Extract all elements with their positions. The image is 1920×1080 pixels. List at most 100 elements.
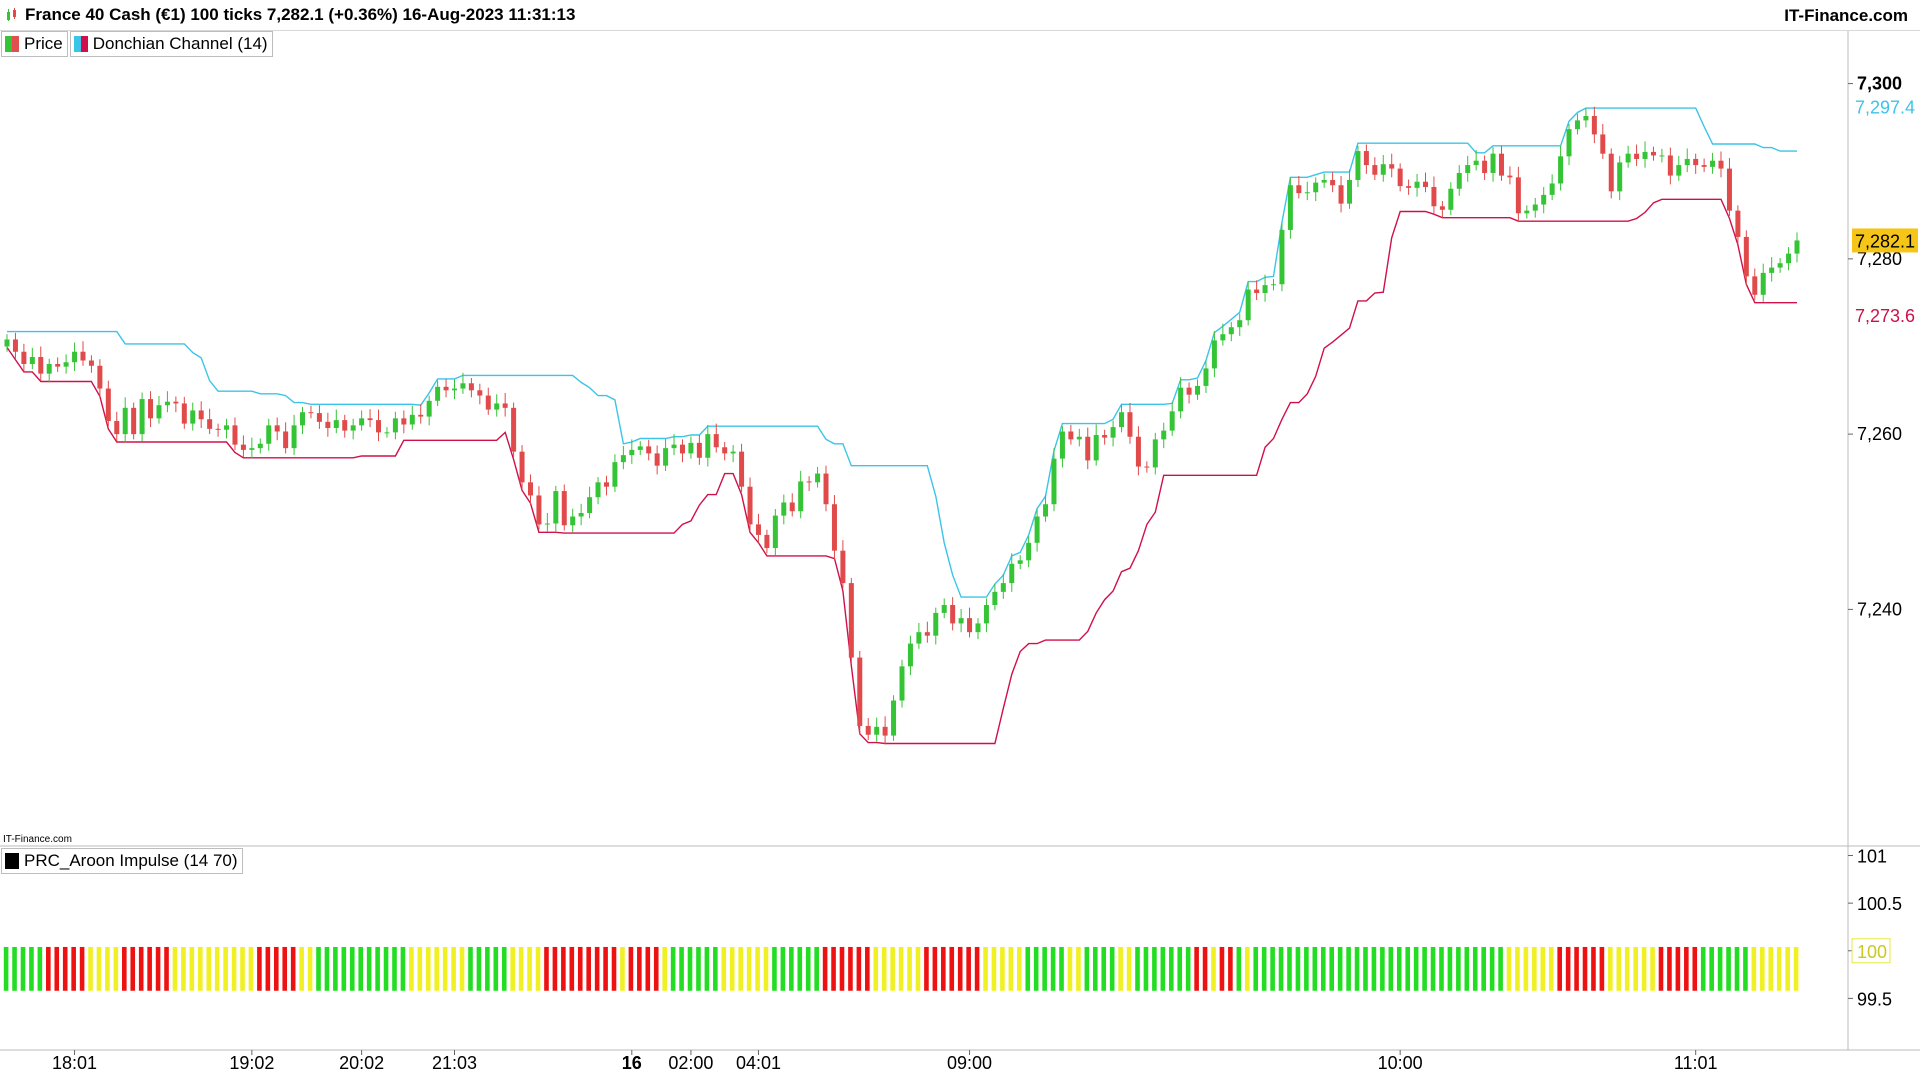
candle-body: [46, 364, 52, 374]
candle: [654, 445, 660, 475]
price-tick-label: 7,240: [1857, 599, 1902, 619]
indicator-legend: PRC_Aroon Impulse (14 70): [1, 848, 243, 874]
impulse-bar: [1760, 946, 1765, 991]
candle-body: [544, 523, 550, 525]
candle: [595, 477, 601, 505]
impulse-bar: [417, 946, 423, 991]
legend-donchian[interactable]: Donchian Channel (14): [69, 31, 273, 57]
value-marker-bg: [1852, 95, 1918, 118]
candle: [1676, 155, 1682, 181]
impulse-bar: [1244, 946, 1250, 991]
impulse-bar: [358, 946, 364, 991]
impulse-bar: [831, 946, 836, 991]
candle-body: [1524, 210, 1530, 214]
impulse-bar: [1734, 946, 1740, 991]
brand-name[interactable]: IT-Finance.com: [1784, 6, 1908, 25]
impulse-bar: [1472, 946, 1478, 991]
impulse-bar: [1337, 946, 1343, 991]
candle: [376, 409, 382, 442]
impulse-bar: [1700, 946, 1706, 991]
candle-body: [1667, 155, 1673, 176]
impulse-bar: [1143, 946, 1149, 991]
candle-body: [1718, 160, 1724, 169]
candle-body: [80, 351, 86, 361]
candle: [536, 486, 542, 530]
candle-body: [1777, 263, 1783, 268]
impulse-bar: [1000, 946, 1005, 991]
impulse-bar: [392, 946, 397, 991]
impulse-bar: [1481, 946, 1486, 991]
impulse-bar: [1160, 946, 1166, 991]
candle-body: [1287, 185, 1293, 230]
candle: [156, 395, 162, 424]
impulse-bar: [1776, 946, 1782, 991]
impulse-bar: [1295, 946, 1301, 991]
candle: [882, 716, 888, 745]
candle-body: [1068, 431, 1074, 440]
candle: [38, 346, 44, 381]
title-bar: France 40 Cash (€1) 100 ticks 7,282.1 (+…: [0, 0, 1920, 31]
candle-body: [283, 431, 289, 449]
impulse-bar: [189, 946, 195, 991]
candle-body: [730, 451, 736, 454]
candle: [215, 423, 221, 437]
legend-price[interactable]: Price: [1, 31, 68, 57]
candle: [426, 395, 432, 426]
impulse-bar: [1304, 946, 1309, 991]
candle-body: [1347, 179, 1352, 204]
candle-body: [831, 504, 837, 551]
candle-body: [1583, 116, 1589, 121]
candle: [1237, 313, 1243, 336]
impulse-bar: [366, 946, 372, 991]
candle-body: [1541, 194, 1547, 205]
candle: [468, 378, 474, 398]
time-tick-label: 10:00: [1378, 1053, 1423, 1073]
candle: [1127, 403, 1133, 444]
impulse-bar: [1768, 946, 1774, 991]
candle: [1650, 146, 1656, 161]
candle: [679, 439, 685, 463]
impulse-bar: [1050, 946, 1056, 991]
candle-body: [1363, 151, 1369, 166]
candle-body: [1625, 153, 1631, 163]
candle-body: [747, 486, 753, 525]
impulse-bar: [594, 946, 600, 991]
candle: [1169, 402, 1175, 436]
candle-body: [190, 410, 196, 424]
candle-body: [772, 515, 778, 549]
candle-body: [967, 618, 973, 633]
impulse-bar: [206, 946, 212, 991]
impulse-bar: [653, 946, 659, 991]
impulse-bar: [1540, 946, 1546, 991]
impulse-bar: [1354, 946, 1360, 991]
impulse-bar: [991, 946, 997, 991]
candle-body: [148, 399, 154, 419]
impulse-bar: [780, 946, 786, 991]
candle-body: [1726, 168, 1732, 211]
candle: [350, 418, 356, 440]
candle: [1085, 427, 1091, 470]
candle-body: [1161, 430, 1167, 440]
candle: [1422, 172, 1428, 193]
candle: [97, 359, 103, 398]
impulse-bar: [696, 946, 701, 991]
candle-body: [198, 410, 204, 420]
candle: [401, 410, 407, 434]
candle: [1532, 197, 1538, 218]
legend-aroon[interactable]: PRC_Aroon Impulse (14 70): [1, 848, 243, 874]
candle-body: [646, 446, 652, 454]
candle-body: [1515, 177, 1521, 214]
candle: [1786, 247, 1792, 271]
impulse-bar: [434, 946, 440, 991]
candle-body: [401, 418, 407, 425]
candle: [1634, 144, 1640, 166]
candle-body: [1608, 153, 1614, 192]
candle-body: [1178, 387, 1184, 412]
impulse-bar: [1118, 946, 1123, 991]
impulse-bar: [282, 946, 288, 991]
candle: [1043, 495, 1049, 522]
impulse-bar: [1346, 946, 1351, 991]
price-swatch-icon: [5, 36, 19, 52]
impulse-bar: [561, 946, 566, 991]
